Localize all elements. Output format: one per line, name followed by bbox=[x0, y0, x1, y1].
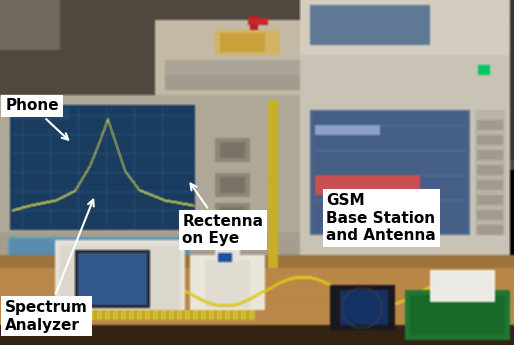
Text: Rectenna
on Eye: Rectenna on Eye bbox=[182, 184, 264, 246]
Text: Phone: Phone bbox=[5, 98, 68, 140]
Text: GSM
Base Station
and Antenna: GSM Base Station and Antenna bbox=[326, 193, 436, 243]
Text: Spectrum
Analyzer: Spectrum Analyzer bbox=[5, 200, 94, 333]
